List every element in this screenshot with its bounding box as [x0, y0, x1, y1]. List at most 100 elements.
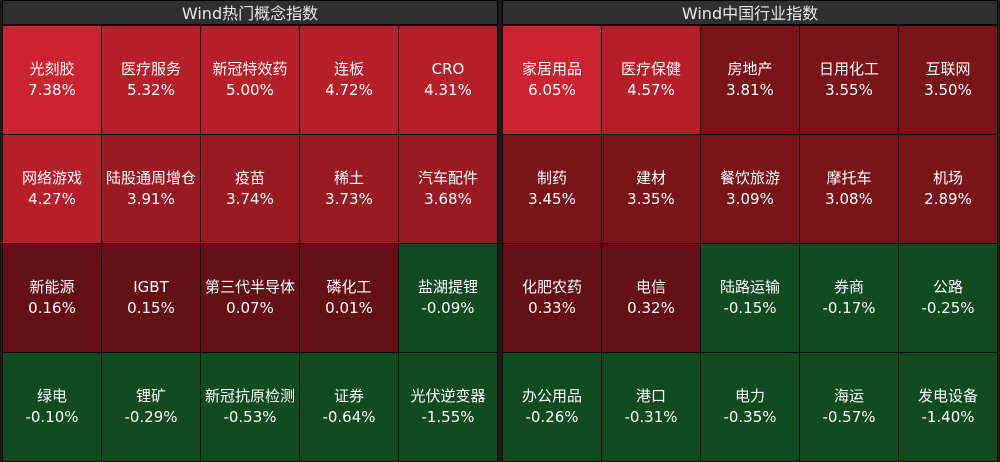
tile-change: 0.32% [627, 299, 675, 317]
heatmap-grid: 家居用品 6.05% 医疗保健 4.57% 房地产 3.81% 日用化工 3.55% 互联网 3.… [502, 25, 998, 462]
tile-name: 电力 [734, 387, 765, 405]
heatmap-tile[interactable]: 港口 -0.31% [602, 353, 700, 461]
tile-name: 医疗保健 [620, 60, 681, 78]
tile-change: -0.25% [921, 299, 975, 317]
tile-change: 4.57% [627, 81, 675, 99]
heatmap-tile[interactable]: 电信 0.32% [602, 244, 700, 352]
panel-title: Wind中国行业指数 [502, 0, 998, 25]
heatmap-tile[interactable]: 建材 3.35% [602, 135, 700, 243]
heatmap-tile[interactable]: 房地产 3.81% [701, 26, 799, 134]
tile-name: CRO [431, 60, 465, 78]
tile-name: 绿电 [36, 387, 67, 405]
tile-name: 机场 [932, 169, 963, 187]
heatmap-tile[interactable]: 陆股通周增仓 3.91% [102, 135, 200, 243]
heatmap-tile[interactable]: 绿电 -0.10% [3, 353, 101, 461]
tile-name: 摩托车 [826, 169, 872, 187]
tile-name: 建材 [635, 169, 666, 187]
tile-change: -0.64% [322, 408, 376, 426]
tile-name: 磷化工 [326, 278, 372, 296]
heatmap-tile[interactable]: 第三代半导体 0.07% [201, 244, 299, 352]
tile-change: -1.40% [921, 408, 975, 426]
heatmap-tile[interactable]: 证券 -0.64% [300, 353, 398, 461]
tile-name: 疫苗 [234, 169, 265, 187]
heatmap-tile[interactable]: 电力 -0.35% [701, 353, 799, 461]
tile-name: 第三代半导体 [204, 278, 295, 296]
tile-name: IGBT [133, 278, 169, 296]
tile-change: 3.45% [528, 190, 576, 208]
tile-change: -0.29% [124, 408, 178, 426]
heatmap-tile[interactable]: 发电设备 -1.40% [899, 353, 997, 461]
heatmap-tile[interactable]: 日用化工 3.55% [800, 26, 898, 134]
heatmap-tile[interactable]: 券商 -0.17% [800, 244, 898, 352]
tile-change: -0.09% [421, 299, 475, 317]
heatmap-tile[interactable]: 互联网 3.50% [899, 26, 997, 134]
heatmap-tile[interactable]: 光刻胶 7.38% [3, 26, 101, 134]
tile-change: -0.53% [223, 408, 277, 426]
tile-change: 5.32% [127, 81, 175, 99]
heatmap-tile[interactable]: 医疗保健 4.57% [602, 26, 700, 134]
tile-name: 盐湖提锂 [417, 278, 478, 296]
heatmap-tile[interactable]: 机场 2.89% [899, 135, 997, 243]
heatmap-tile[interactable]: 连板 4.72% [300, 26, 398, 134]
tile-name: 锂矿 [135, 387, 166, 405]
heatmap-tile[interactable]: 锂矿 -0.29% [102, 353, 200, 461]
tile-change: 3.50% [924, 81, 972, 99]
heatmap-tile[interactable]: 稀土 3.73% [300, 135, 398, 243]
heatmap-tile[interactable]: 公路 -0.25% [899, 244, 997, 352]
tile-name: 连板 [333, 60, 364, 78]
heatmap-tile[interactable]: 新冠抗原检测 -0.53% [201, 353, 299, 461]
tile-change: 5.00% [226, 81, 274, 99]
heatmap-tile[interactable]: 汽车配件 3.68% [399, 135, 497, 243]
tile-name: 电信 [635, 278, 666, 296]
tile-change: 0.16% [28, 299, 76, 317]
tile-change: 3.91% [127, 190, 175, 208]
tile-change: -0.31% [624, 408, 678, 426]
heatmap-tile[interactable]: 陆路运输 -0.15% [701, 244, 799, 352]
tile-name: 稀土 [333, 169, 364, 187]
tile-change: -0.15% [723, 299, 777, 317]
tile-change: -1.55% [421, 408, 475, 426]
tile-change: 4.27% [28, 190, 76, 208]
heatmap-tile[interactable]: IGBT 0.15% [102, 244, 200, 352]
heatmap-tile[interactable]: 海运 -0.57% [800, 353, 898, 461]
heatmap-tile[interactable]: 办公用品 -0.26% [503, 353, 601, 461]
heatmap-tile[interactable]: 疫苗 3.74% [201, 135, 299, 243]
tile-name: 办公用品 [521, 387, 582, 405]
tile-name: 新冠抗原检测 [204, 387, 295, 405]
tile-name: 餐饮旅游 [719, 169, 780, 187]
tile-name: 陆股通周增仓 [105, 169, 196, 187]
tile-name: 房地产 [727, 60, 773, 78]
tile-change: -0.57% [822, 408, 876, 426]
tile-change: 4.31% [424, 81, 472, 99]
tile-name: 陆路运输 [719, 278, 780, 296]
heatmap-tile[interactable]: 网络游戏 4.27% [3, 135, 101, 243]
tile-change: 3.55% [825, 81, 873, 99]
tile-change: 0.01% [325, 299, 373, 317]
tile-change: 3.73% [325, 190, 373, 208]
heatmap-tile[interactable]: 化肥农药 0.33% [503, 244, 601, 352]
heatmap-tile[interactable]: 医疗服务 5.32% [102, 26, 200, 134]
tile-name: 新能源 [29, 278, 75, 296]
tile-change: 0.15% [127, 299, 175, 317]
heatmap-grid: 光刻胶 7.38% 医疗服务 5.32% 新冠特效药 5.00% 连板 4.72% CRO 4.3… [2, 25, 498, 462]
heatmap-tile[interactable]: 光伏逆变器 -1.55% [399, 353, 497, 461]
tile-name: 日用化工 [818, 60, 879, 78]
tile-name: 制药 [536, 169, 567, 187]
heatmap-tile[interactable]: 盐湖提锂 -0.09% [399, 244, 497, 352]
heatmap-tile[interactable]: 新冠特效药 5.00% [201, 26, 299, 134]
heatmap-tile[interactable]: 制药 3.45% [503, 135, 601, 243]
heatmap-tile[interactable]: 摩托车 3.08% [800, 135, 898, 243]
heatmap-tile[interactable]: 餐饮旅游 3.09% [701, 135, 799, 243]
heatmap-tile[interactable]: 家居用品 6.05% [503, 26, 601, 134]
tile-change: -0.35% [723, 408, 777, 426]
tile-name: 发电设备 [917, 387, 978, 405]
heatmap-tile[interactable]: CRO 4.31% [399, 26, 497, 134]
tile-change: 7.38% [28, 81, 76, 99]
tile-change: 3.68% [424, 190, 472, 208]
tile-change: -0.17% [822, 299, 876, 317]
tile-name: 汽车配件 [417, 169, 478, 187]
tile-change: 4.72% [325, 81, 373, 99]
heatmap-tile[interactable]: 新能源 0.16% [3, 244, 101, 352]
tile-name: 公路 [932, 278, 963, 296]
heatmap-tile[interactable]: 磷化工 0.01% [300, 244, 398, 352]
